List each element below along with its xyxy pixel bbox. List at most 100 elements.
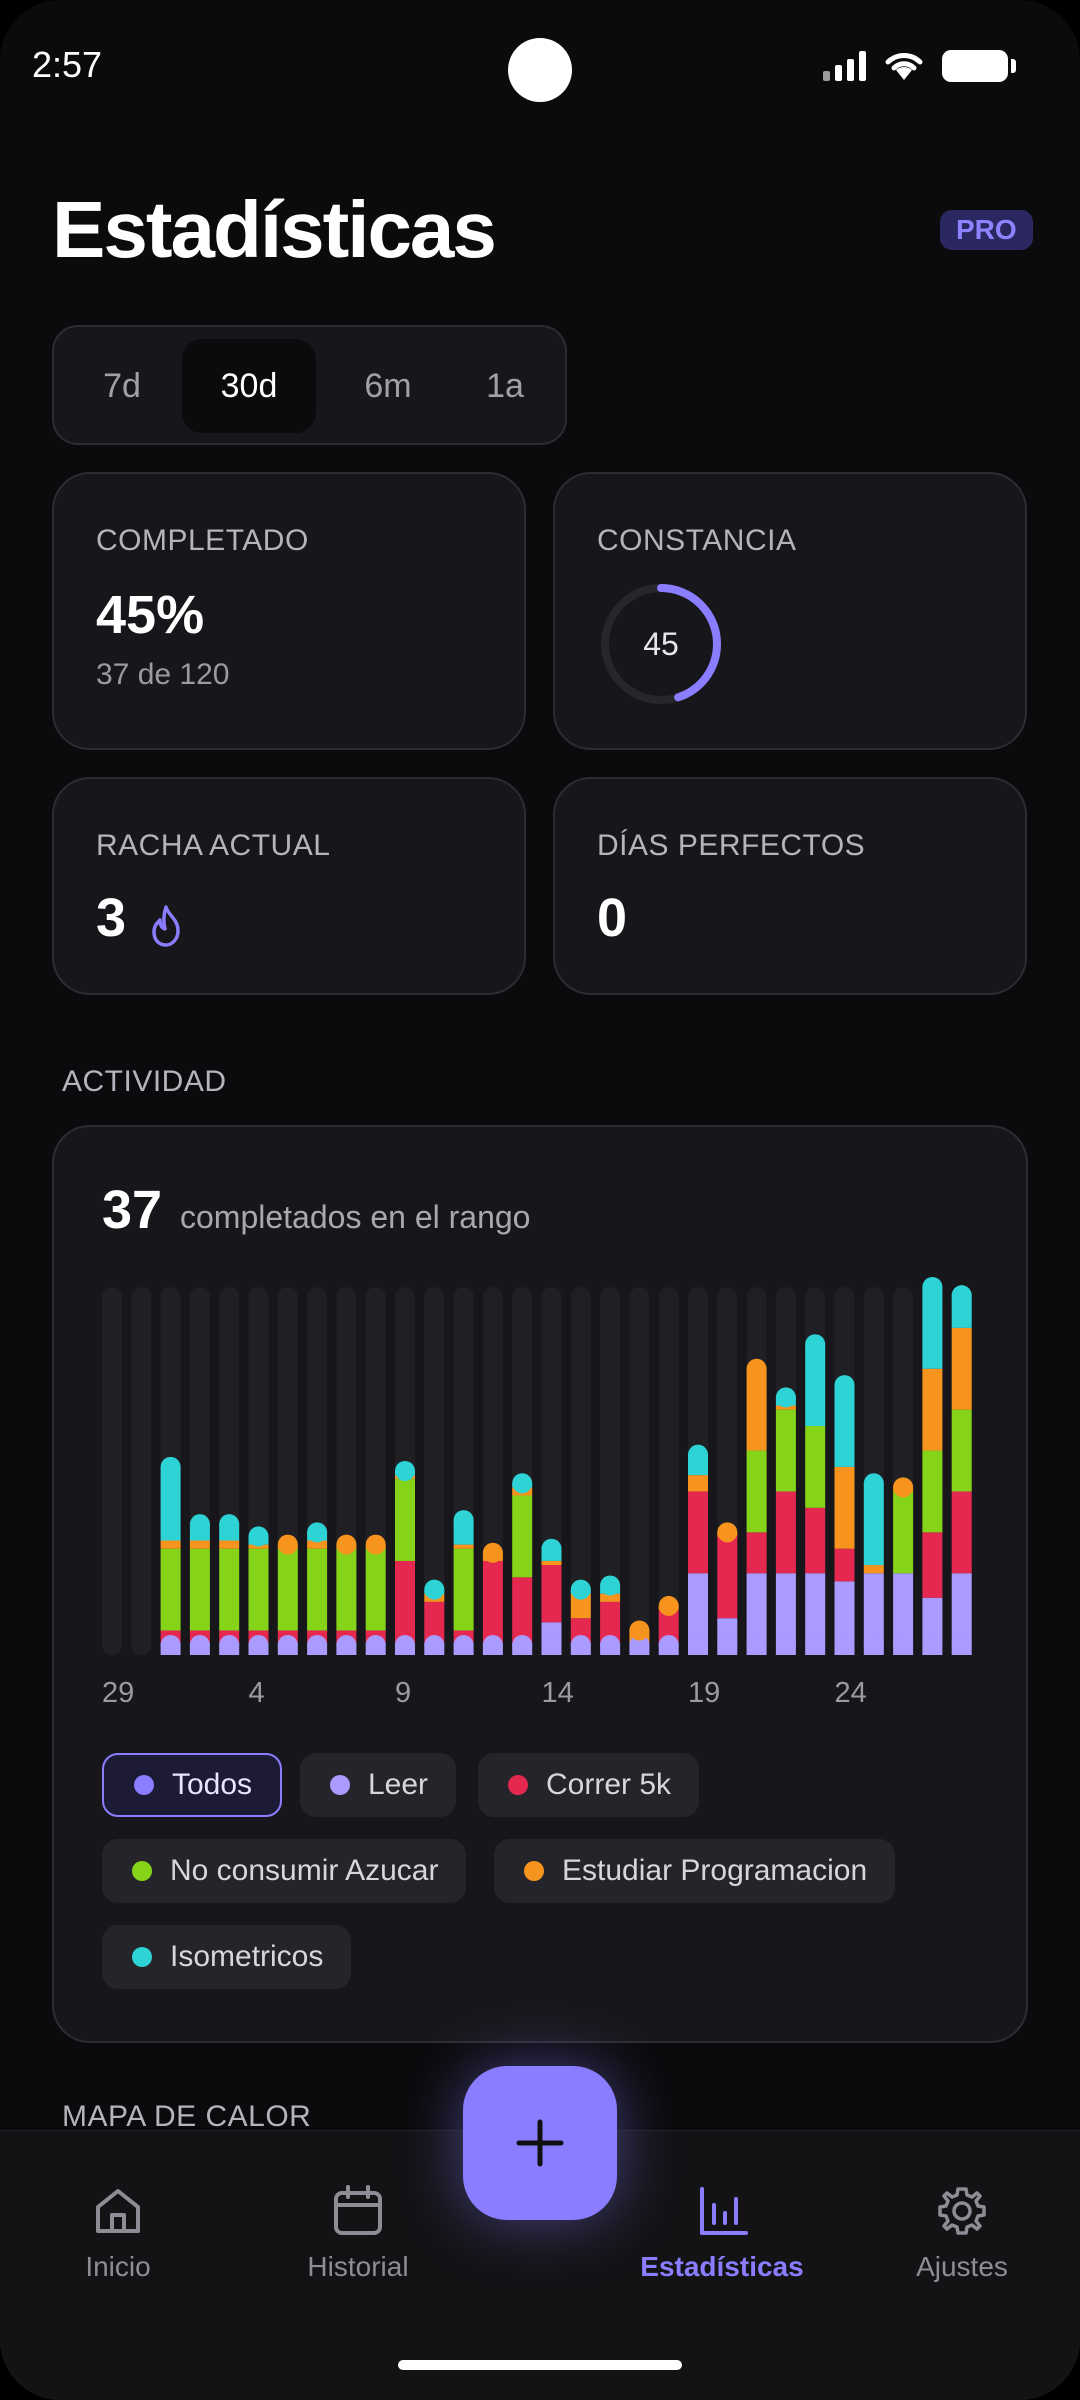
bar-segment[interactable] [951, 1491, 972, 1574]
bar-segment[interactable] [951, 1409, 972, 1492]
bar-segment[interactable] [307, 1540, 328, 1549]
bar-segment[interactable] [160, 1540, 181, 1549]
status-time: 2:57 [32, 44, 103, 85]
bar-segment[interactable] [658, 1610, 679, 1643]
pro-badge[interactable]: PRO [940, 210, 1033, 250]
bar-segment[interactable] [922, 1287, 943, 1369]
bar-cap [688, 1444, 708, 1465]
bar-segment[interactable] [160, 1466, 181, 1541]
bar-segment[interactable] [248, 1548, 269, 1631]
bar-segment[interactable] [395, 1479, 415, 1561]
bar-segment[interactable] [893, 1491, 914, 1574]
bar-segment[interactable] [541, 1565, 562, 1623]
legend-chip-programacion[interactable]: Estudiar Programacion [494, 1839, 896, 1903]
bar-cap [307, 1635, 328, 1655]
bar-segment[interactable] [570, 1593, 591, 1619]
range-tab-6m[interactable]: 6m [364, 366, 412, 405]
bar-segment[interactable] [805, 1426, 826, 1508]
range-tab-7d[interactable]: 7d [103, 366, 141, 405]
bar-segment[interactable] [688, 1475, 708, 1492]
bar-cap [219, 1635, 240, 1655]
bar-segment[interactable] [189, 1540, 210, 1549]
bar-segment[interactable] [834, 1466, 855, 1549]
bar-segment[interactable] [805, 1573, 826, 1655]
bar-segment[interactable] [277, 1548, 298, 1631]
bar-cap [922, 1635, 943, 1655]
bar-cap [365, 1635, 386, 1655]
bar-segment[interactable] [922, 1532, 943, 1598]
bar-segment[interactable] [805, 1344, 826, 1427]
bar-segment[interactable] [600, 1601, 621, 1643]
bar-segment[interactable] [805, 1507, 826, 1574]
bar-segment[interactable] [189, 1548, 210, 1631]
bar-segment[interactable] [775, 1573, 796, 1655]
legend-chip-all[interactable]: Todos [102, 1753, 283, 1817]
bar-segment[interactable] [512, 1577, 533, 1643]
bar-segment[interactable] [219, 1548, 240, 1631]
bar-segment[interactable] [688, 1573, 708, 1655]
bar-segment[interactable] [219, 1540, 240, 1549]
legend-chip-azucar[interactable]: No consumir Azucar [102, 1839, 467, 1903]
bar-segment[interactable] [482, 1560, 503, 1643]
bar-cap [277, 1534, 298, 1555]
legend-chip-correr[interactable]: Correr 5k [478, 1753, 700, 1817]
bar-cap [365, 1534, 386, 1555]
bar-segment[interactable] [922, 1368, 943, 1451]
bar-segment[interactable] [863, 1565, 884, 1574]
bar-segment[interactable] [307, 1548, 328, 1631]
bar-segment[interactable] [746, 1368, 767, 1451]
bar-segment[interactable] [951, 1573, 972, 1655]
activity-card: 37 completados en el rango 29 4 9 14 19 24 To… [52, 1125, 1028, 2043]
bar-segment[interactable] [160, 1548, 181, 1631]
bar-cap [541, 1635, 562, 1655]
bar-segment[interactable] [688, 1491, 708, 1574]
x-tick-label: 14 [542, 1677, 574, 1709]
bar-segment[interactable] [746, 1450, 767, 1533]
range-tab-1a[interactable]: 1a [486, 366, 524, 405]
bar-segment[interactable] [717, 1536, 738, 1619]
bar-cap [629, 1620, 650, 1641]
bar-segment[interactable] [541, 1560, 562, 1566]
bar-segment[interactable] [834, 1548, 855, 1582]
bar-segment[interactable] [922, 1450, 943, 1533]
add-habit-button[interactable] [463, 2066, 617, 2220]
bar-segment[interactable] [863, 1573, 884, 1655]
bar-cap [336, 1534, 357, 1555]
nav-settings[interactable]: Ajustes [862, 2183, 1062, 2283]
bar-segment[interactable] [863, 1483, 884, 1566]
bar-cap [834, 1635, 855, 1655]
bar-segment[interactable] [512, 1495, 533, 1578]
bar-cap [453, 1510, 474, 1531]
bar-segment[interactable] [365, 1548, 386, 1631]
bar-segment[interactable] [248, 1544, 269, 1549]
legend-chip-isometricos[interactable]: Isometricos [102, 1925, 352, 1989]
bar-segment[interactable] [336, 1548, 357, 1631]
nav-history[interactable]: Historial [258, 2183, 458, 2283]
bar-segment[interactable] [395, 1560, 415, 1643]
range-tab-30d[interactable]: 30d [182, 339, 316, 433]
bar-segment[interactable] [951, 1327, 972, 1410]
bar-track [424, 1287, 445, 1655]
bar-segment[interactable] [453, 1544, 474, 1549]
bar-cap [746, 1635, 767, 1655]
bar-segment[interactable] [775, 1405, 796, 1410]
bar-segment[interactable] [775, 1491, 796, 1574]
legend-chip-leer[interactable]: Leer [300, 1753, 457, 1817]
bar-segment[interactable] [424, 1601, 445, 1643]
bar-segment[interactable] [746, 1532, 767, 1574]
page-title: Estadísticas [52, 185, 497, 274]
bar-segment[interactable] [746, 1573, 767, 1655]
bar-cap [248, 1635, 269, 1655]
bar-track [629, 1287, 650, 1655]
wifi-icon [885, 53, 923, 80]
bar-cap [863, 1473, 884, 1494]
bar-segment[interactable] [600, 1593, 621, 1602]
bar-segment[interactable] [775, 1409, 796, 1492]
bar-cap [395, 1635, 415, 1655]
bar-segment[interactable] [893, 1573, 914, 1655]
bar-segment[interactable] [834, 1385, 855, 1467]
nav-stats[interactable]: Estadísticas [622, 2183, 822, 2283]
bar-track [570, 1287, 591, 1655]
bar-segment[interactable] [453, 1548, 474, 1631]
nav-home[interactable]: Inicio [18, 2183, 218, 2283]
